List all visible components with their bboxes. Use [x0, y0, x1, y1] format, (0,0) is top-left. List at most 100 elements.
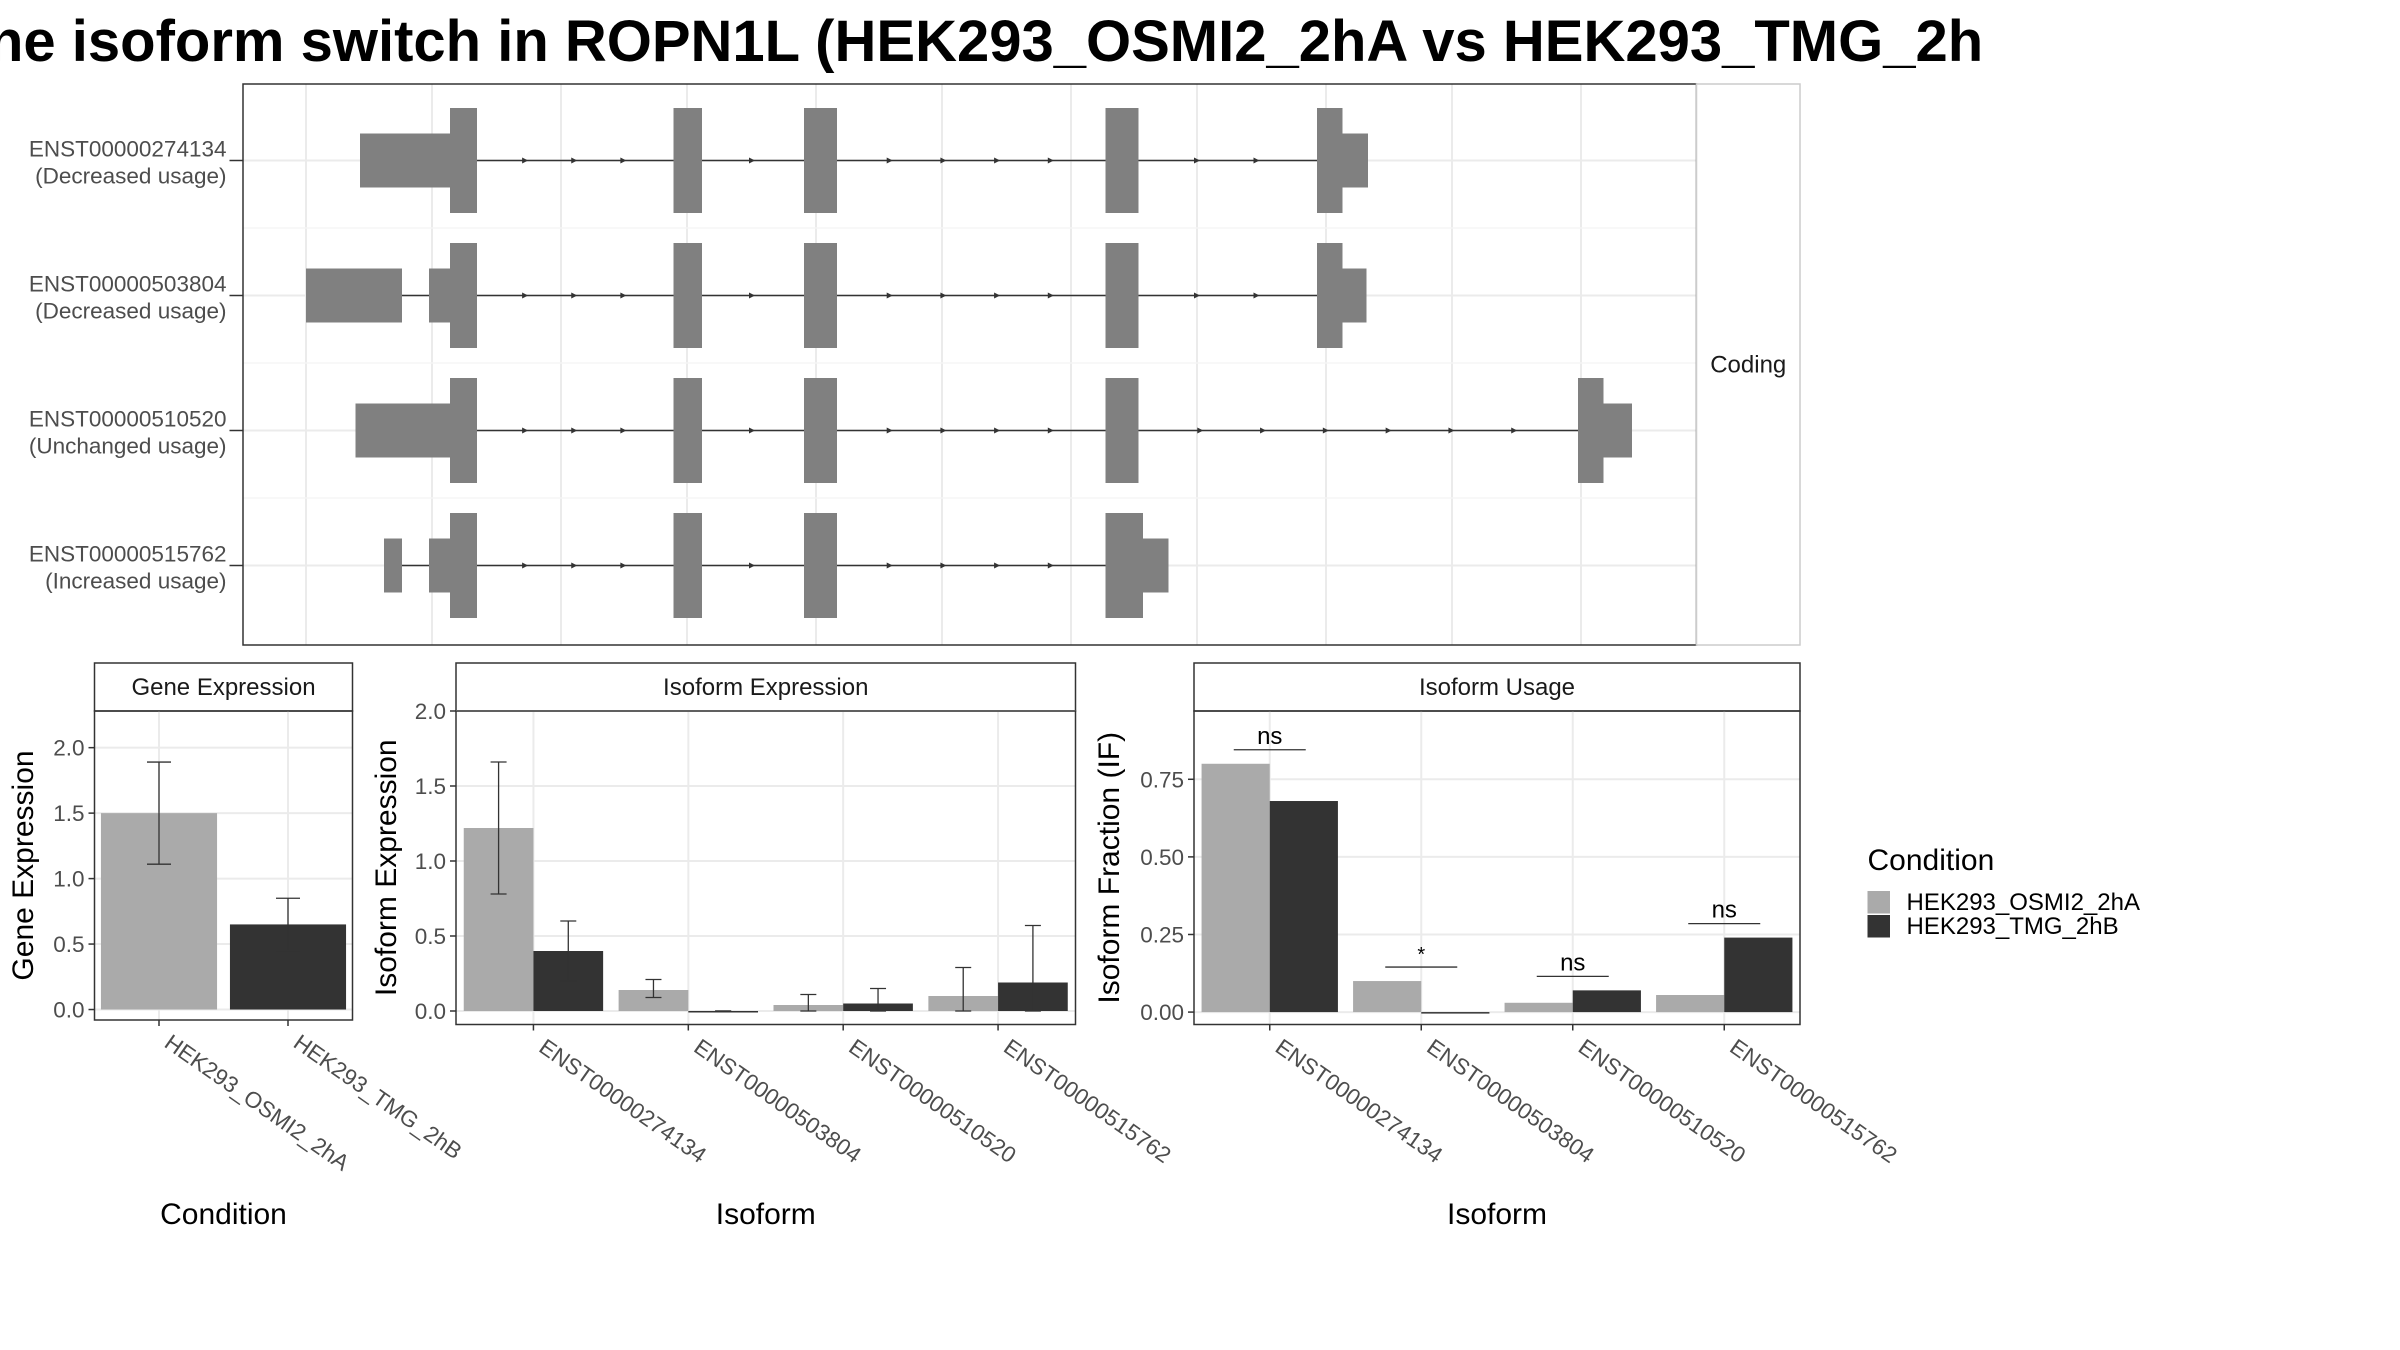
transcript-ENST00000274134: [360, 108, 1368, 213]
intron-direction-arrow: [1047, 292, 1054, 299]
utr-exon: [429, 538, 450, 593]
legend-title: Condition: [1868, 844, 1995, 877]
intron-direction-arrow: [522, 562, 529, 569]
coding-exon: [673, 378, 702, 483]
isoform-usage-y-tick-label: 0.25: [1140, 922, 1184, 947]
isoform-expression-x-tick-label: ENST00000510520: [844, 1034, 1020, 1168]
isoform-expression-y-tick-label: 2.0: [415, 699, 446, 724]
intron-direction-arrow: [571, 292, 578, 299]
chart-title-text: ne isoform switch in ROPN1L (HEK293_OSMI…: [0, 9, 1984, 74]
gene-expression-strip: [93, 662, 354, 712]
intron-direction-arrow: [994, 292, 1001, 299]
isoform-usage-strip: [1193, 662, 1801, 712]
legend-swatch: [1867, 891, 1890, 914]
isoform-usage-bar: [1201, 763, 1270, 1013]
intron-direction-arrow: [1385, 427, 1392, 434]
isoform-usage-panel-border: [1193, 710, 1801, 1026]
utr-exon: [360, 133, 450, 188]
isoform-usage-bar: [1724, 937, 1793, 1013]
transcript-id-label: ENST00000274134: [29, 137, 227, 162]
isoform-usage-bar: [1269, 801, 1338, 1013]
isoform-usage-x-tick-label: ENST00000274134: [1271, 1034, 1447, 1168]
coding-strip: [1695, 83, 1801, 646]
intron-direction-arrow: [886, 157, 893, 164]
coding-strip-label: Coding: [1710, 352, 1786, 379]
isoform-usage-bar: [1656, 995, 1725, 1013]
intron-direction-arrow: [620, 157, 627, 164]
coding-exon: [1317, 243, 1343, 348]
isoform-expression-y-tick-label: 1.5: [415, 774, 446, 799]
intron-direction-arrow: [886, 562, 893, 569]
utr-exon: [306, 268, 402, 323]
intron-direction-arrow: [522, 427, 529, 434]
chart-title: ne isoform switch in ROPN1L (HEK293_OSMI…: [0, 0, 2400, 80]
transcript-ENST00000515762: [384, 513, 1169, 618]
intron-direction-arrow: [620, 427, 627, 434]
intron-direction-arrow: [749, 157, 755, 164]
isoform-expression-bar: [688, 1011, 759, 1013]
intron-direction-arrow: [886, 427, 893, 434]
transcript-usage-label: (Increased usage): [45, 569, 226, 594]
isoform-expression-x-axis-title: Isoform: [716, 1198, 816, 1231]
intron-direction-arrow: [522, 157, 529, 164]
coding-exon: [450, 513, 477, 618]
utr-exon: [355, 403, 450, 458]
intron-direction-arrow: [620, 562, 627, 569]
coding-exon: [450, 378, 477, 483]
intron-direction-arrow: [749, 427, 755, 434]
isoform-expression-x-tick-label: ENST00000503804: [689, 1034, 865, 1168]
coding-exon: [804, 108, 837, 213]
intron-direction-arrow: [749, 562, 755, 569]
intron-direction-arrow: [1197, 427, 1204, 434]
transcript-usage-label: (Decreased usage): [35, 299, 226, 324]
gene-expression-x-axis-title: Condition: [160, 1198, 287, 1231]
isoform-usage-x-tick-label: ENST00000515762: [1725, 1034, 1901, 1168]
transcript-ENST00000510520: [355, 378, 1632, 483]
gene-expression-y-tick-label: 0.5: [53, 932, 84, 957]
transcript-usage-label: (Unchanged usage): [29, 434, 227, 459]
intron-direction-arrow: [571, 157, 578, 164]
isoform-expression-x-tick-label: ENST00000274134: [535, 1034, 711, 1168]
isoform-usage-x-tick-label: ENST00000503804: [1422, 1034, 1598, 1168]
coding-exon: [673, 108, 702, 213]
isoform-usage-significance-label: ns: [1560, 949, 1585, 976]
isoform-usage-significance-label: *: [1417, 944, 1425, 966]
legend-swatch: [1867, 915, 1890, 938]
gene-expression-strip-label: Gene Expression: [131, 674, 315, 701]
intron-direction-arrow: [1448, 427, 1455, 434]
isoform-usage-significance-label: ns: [1712, 897, 1737, 924]
isoform-usage-bar: [1353, 981, 1422, 1013]
intron-direction-arrow: [940, 427, 947, 434]
intron-direction-arrow: [1260, 427, 1267, 434]
intron-direction-arrow: [1047, 562, 1054, 569]
intron-direction-arrow: [1511, 427, 1518, 434]
isoform-usage-x-axis-title: Isoform: [1447, 1198, 1547, 1231]
isoform-usage-y-tick-label: 0.00: [1140, 1000, 1184, 1025]
intron-direction-arrow: [940, 562, 947, 569]
isoform-usage-y-tick-label: 0.75: [1140, 767, 1184, 792]
isoform-usage-y-tick-label: 0.50: [1140, 845, 1184, 870]
intron-direction-arrow: [1194, 157, 1200, 164]
utr-exon: [384, 538, 402, 593]
gene-expression-y-axis-title: Gene Expression: [7, 750, 40, 980]
transcript-ENST00000503804: [306, 243, 1367, 348]
isoform-usage-bar: [1421, 1012, 1490, 1014]
gene-expression-y-tick-label: 2.0: [53, 736, 84, 761]
isoform-expression-strip: [455, 662, 1077, 712]
legend-label: HEK293_OSMI2_2hA: [1907, 889, 2140, 916]
isoform-expression-strip-label: Isoform Expression: [663, 674, 868, 701]
isoform-usage-bar: [1572, 990, 1641, 1013]
isoform-usage-y-axis-title: Isoform Fraction (IF): [1093, 732, 1126, 1004]
intron-direction-arrow: [571, 562, 578, 569]
coding-exon: [804, 513, 837, 618]
utr-exon: [1342, 268, 1367, 323]
utr-exon: [1143, 538, 1169, 593]
isoform-expression-y-tick-label: 0.5: [415, 924, 446, 949]
coding-exon: [673, 513, 702, 618]
intron-direction-arrow: [1194, 292, 1200, 299]
intron-direction-arrow: [1047, 427, 1054, 434]
utr-exon: [1603, 403, 1632, 458]
coding-exon: [1105, 108, 1139, 213]
isoform-usage-significance-label: ns: [1257, 723, 1282, 750]
